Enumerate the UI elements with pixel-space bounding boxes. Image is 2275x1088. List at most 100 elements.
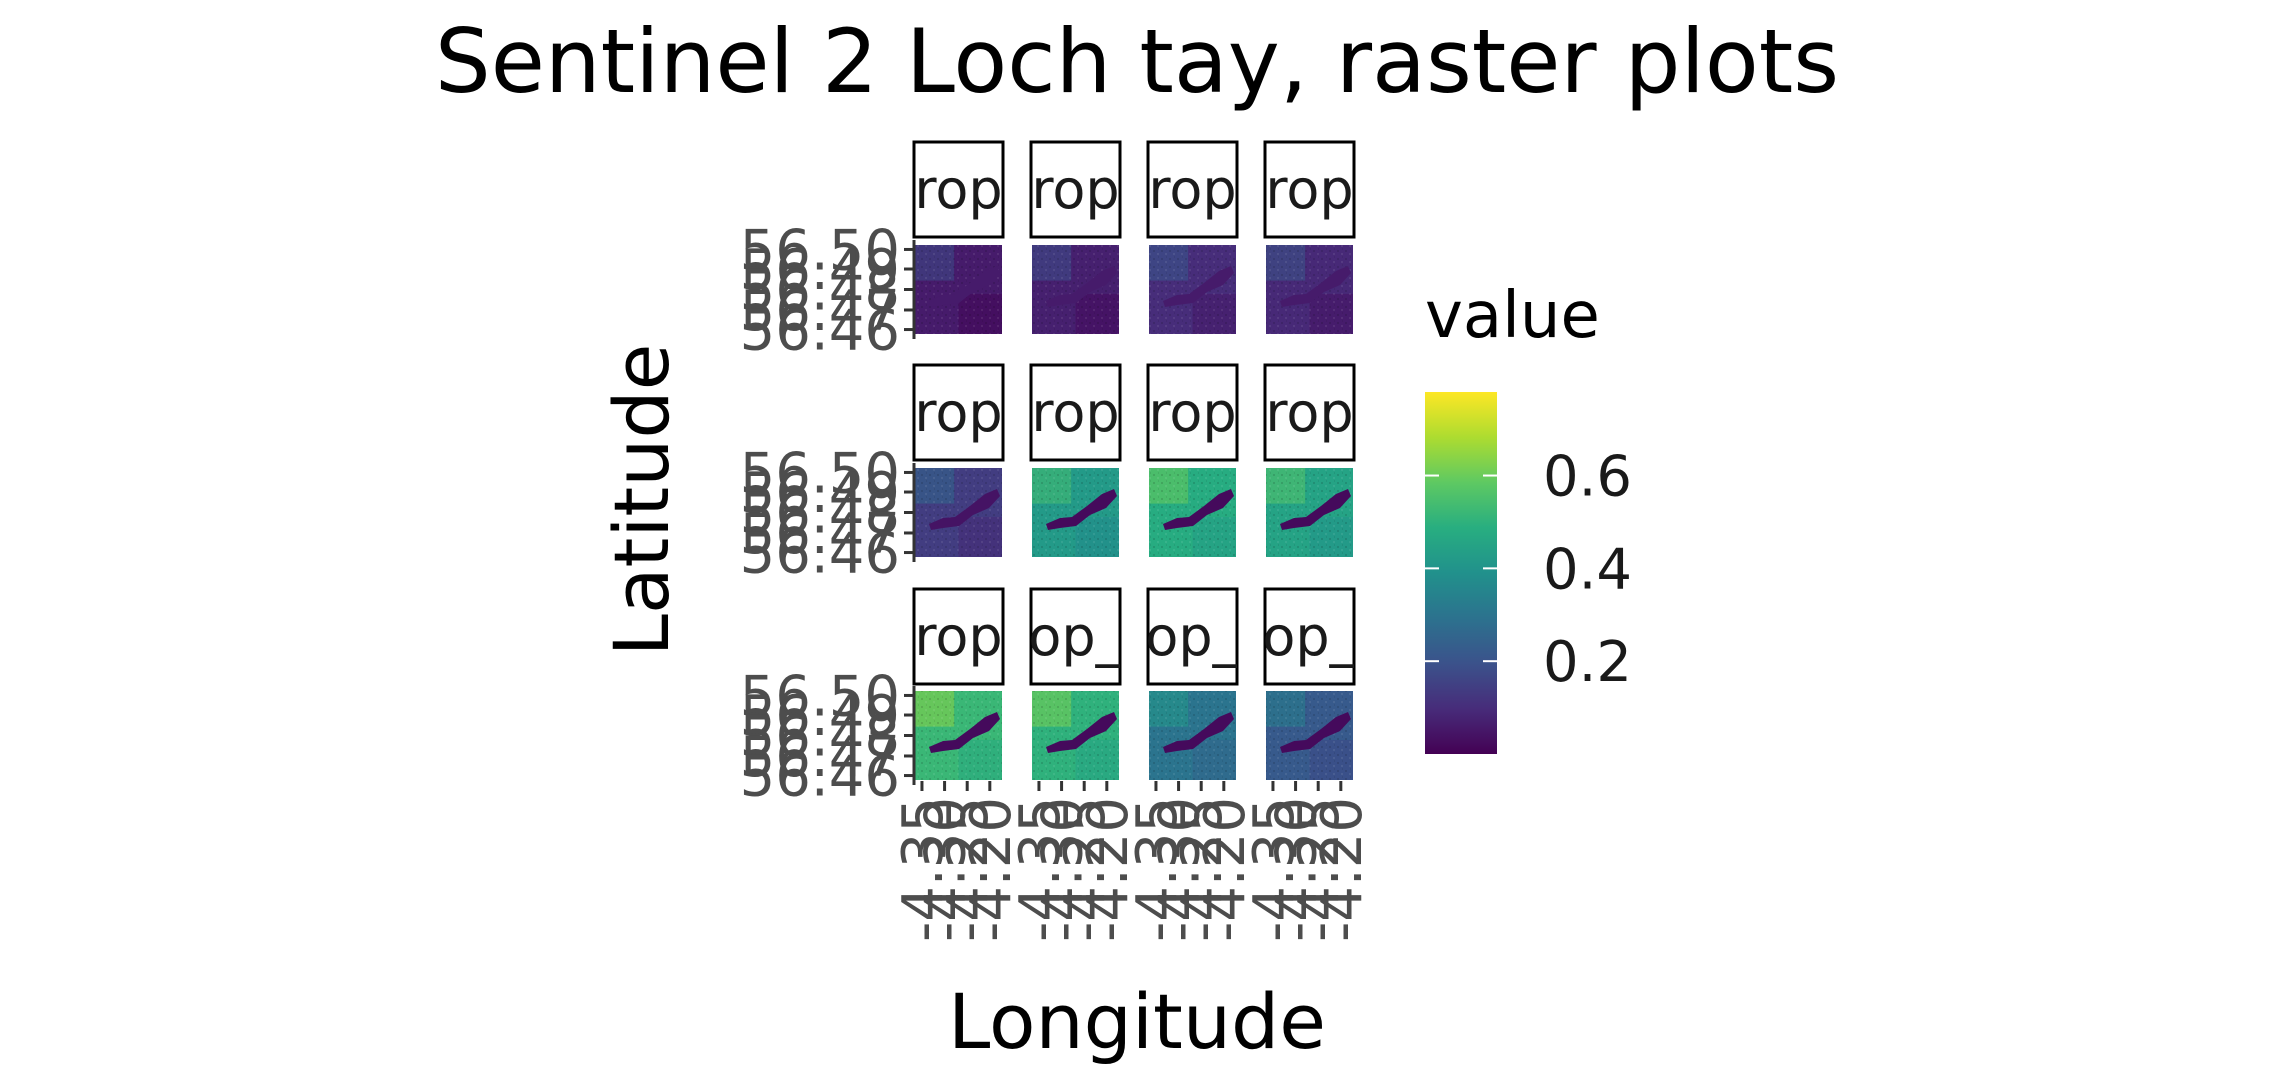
x-axis: -4.35-4.30-4.25-4.20 (1008, 781, 1141, 942)
x-axis: -4.35-4.30-4.25-4.20 (1242, 781, 1375, 942)
loch-water (929, 712, 1000, 753)
legend-label: 0.4 (1543, 537, 1632, 602)
y-tick-label: 56.49 (740, 238, 900, 303)
x-axis-title: Longitude (948, 977, 1326, 1066)
y-tick-label: 56.50 (740, 441, 900, 506)
facet-strip-label: rop (1148, 381, 1236, 444)
facet-strip-label: op_ (1028, 605, 1123, 668)
y-tick-label: 56.48 (740, 259, 900, 324)
facet-strip-label: op_ (1262, 605, 1357, 668)
facet-strip (912, 587, 1005, 686)
x-tick-label: -4.30 (1148, 797, 1213, 942)
facet-strip-label: rop (914, 158, 1002, 221)
facet-strip (912, 140, 1005, 239)
x-tick-label: -4.35 (1125, 797, 1190, 942)
facet-panel: rop (1263, 140, 1356, 334)
facet-strip (1263, 587, 1356, 686)
x-tick-label: -4.30 (914, 797, 979, 942)
y-tick-label: 56.50 (740, 664, 900, 729)
facet-panel: rop (1146, 363, 1239, 557)
loch-water (1163, 489, 1234, 530)
facet-panel: rop (912, 587, 1005, 780)
y-tick-label: 56.50 (740, 218, 900, 283)
y-tick-label: 56.48 (740, 705, 900, 770)
facet-strip-label: rop (1031, 158, 1119, 221)
facet-strip (912, 363, 1005, 462)
facet-strip-label: op_ (1145, 605, 1240, 668)
x-tick-label: -4.25 (936, 797, 1001, 942)
facet-strip (1029, 140, 1122, 239)
facet-strip (1029, 363, 1122, 462)
y-tick-label: 56.47 (740, 502, 900, 567)
x-tick-label: -4.35 (1242, 797, 1307, 942)
legend-ticks: 0.6 0.4 0.2 (1425, 445, 1632, 695)
loch-water (929, 266, 1000, 307)
x-tick-label: -4.25 (1053, 797, 1118, 942)
facet-panel: op_ (1262, 587, 1357, 780)
facet-strip (1146, 140, 1239, 239)
facet-strip (1146, 587, 1239, 686)
loch-water (1280, 712, 1351, 753)
loch-water (1046, 266, 1117, 307)
x-tick-label: -4.20 (959, 797, 1024, 942)
y-tick-label: 56.47 (740, 279, 900, 344)
facet-panel: rop (912, 363, 1005, 557)
x-tick-label: -4.20 (1193, 797, 1258, 942)
facet-panel: rop (1263, 363, 1356, 557)
facet-strip-label: rop (1148, 158, 1236, 221)
facet-panel: op_ (1145, 587, 1240, 780)
chart-title: Sentinel 2 Loch tay, raster plots (435, 10, 1839, 113)
facet-strip-label: rop (1265, 381, 1353, 444)
loch-water (1280, 489, 1351, 530)
facet-panel: rop (1029, 363, 1122, 557)
loch-water (929, 489, 1000, 530)
facet-panel: rop (1146, 140, 1239, 334)
x-tick-label: -4.30 (1265, 797, 1330, 942)
y-tick-label: 56.46 (740, 522, 900, 587)
x-axes: -4.35-4.30-4.25-4.20-4.35-4.30-4.25-4.20… (891, 781, 1375, 942)
legend-label: 0.6 (1543, 445, 1632, 510)
facet-panel: op_ (1028, 587, 1123, 780)
legend-colorbar (1425, 392, 1497, 754)
facet-strip-label: rop (1031, 381, 1119, 444)
legend-label: 0.2 (1543, 630, 1632, 695)
loch-water (1163, 712, 1234, 753)
y-tick-label: 56.47 (740, 725, 900, 790)
y-tick-label: 56.49 (740, 684, 900, 749)
x-tick-label: -4.30 (1031, 797, 1096, 942)
x-axis: -4.35-4.30-4.25-4.20 (1125, 781, 1258, 942)
x-tick-label: -4.20 (1076, 797, 1141, 942)
facet-strip (1263, 363, 1356, 462)
x-tick-label: -4.20 (1310, 797, 1375, 942)
legend-title: value (1425, 279, 1600, 353)
y-axes: 56.5056.4956.4856.4756.4656.5056.4956.48… (740, 218, 916, 810)
y-tick-label: 56.49 (740, 461, 900, 526)
loch-water (1163, 266, 1234, 307)
facet-panel: rop (912, 140, 1005, 334)
x-axis: -4.35-4.30-4.25-4.20 (891, 781, 1024, 942)
y-tick-label: 56.46 (740, 299, 900, 364)
x-tick-label: -4.35 (891, 797, 956, 942)
color-legend: value 0.6 0.4 0.2 (1425, 279, 1632, 754)
facet-strip (1263, 140, 1356, 239)
x-tick-label: -4.25 (1170, 797, 1235, 942)
y-axis-title: Latitude (597, 344, 686, 657)
x-tick-label: -4.35 (1008, 797, 1073, 942)
facet-strip-label: rop (914, 381, 1002, 444)
loch-water (1046, 712, 1117, 753)
y-tick-label: 56.48 (740, 482, 900, 547)
facet-strip (1029, 587, 1122, 686)
loch-water (1280, 266, 1351, 307)
y-tick-label: 56.46 (740, 745, 900, 810)
facet-strip-label: rop (1265, 158, 1353, 221)
facet-strip (1146, 363, 1239, 462)
facet-panel: rop (1029, 140, 1122, 334)
loch-water (1046, 489, 1117, 530)
x-tick-label: -4.25 (1287, 797, 1352, 942)
facet-strip-label: rop (914, 605, 1002, 668)
